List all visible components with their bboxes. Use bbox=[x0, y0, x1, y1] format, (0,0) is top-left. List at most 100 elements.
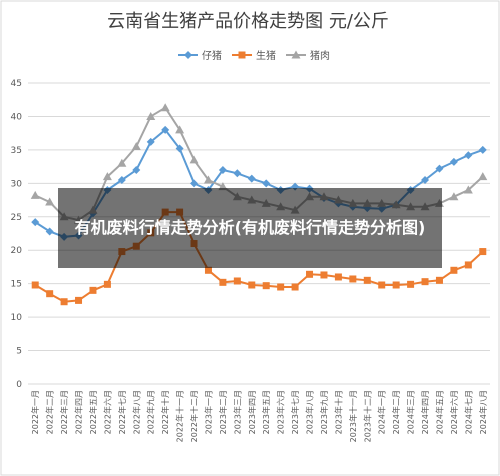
marker bbox=[161, 125, 170, 134]
marker bbox=[175, 125, 185, 134]
marker bbox=[277, 283, 285, 291]
y-tick-label: 0 bbox=[16, 380, 22, 390]
marker bbox=[233, 169, 242, 178]
marker bbox=[363, 276, 371, 284]
x-tick-label: 2022年六月 bbox=[102, 390, 112, 434]
marker bbox=[478, 145, 487, 154]
marker bbox=[204, 266, 212, 274]
marker bbox=[60, 298, 68, 306]
marker bbox=[190, 179, 199, 188]
x-tick-label: 2023年十一月 bbox=[348, 390, 358, 442]
legend-label: 仔猪 bbox=[202, 50, 222, 62]
y-tick-label: 45 bbox=[11, 79, 22, 89]
marker bbox=[449, 192, 459, 201]
chart-title: 云南省生猪产品价格走势图 元/公斤 bbox=[107, 11, 389, 32]
marker bbox=[463, 185, 473, 194]
legend-label: 猪肉 bbox=[310, 49, 330, 62]
marker bbox=[46, 290, 54, 298]
marker bbox=[262, 179, 271, 188]
x-tick-label: 2022年十二月 bbox=[189, 390, 199, 442]
marker bbox=[175, 144, 184, 153]
marker bbox=[464, 151, 473, 160]
x-tick-label: 2022年十一月 bbox=[175, 390, 185, 442]
marker bbox=[45, 197, 55, 206]
x-tick-label: 2023年九月 bbox=[319, 390, 329, 434]
legend-label: 生猪 bbox=[256, 49, 276, 62]
marker bbox=[75, 296, 83, 304]
marker bbox=[30, 190, 40, 199]
marker bbox=[248, 281, 256, 289]
marker bbox=[146, 111, 156, 120]
marker bbox=[435, 164, 444, 173]
x-tick-label: 2024年八月 bbox=[478, 390, 488, 434]
marker bbox=[349, 275, 357, 283]
marker bbox=[392, 281, 400, 289]
marker bbox=[247, 174, 256, 183]
x-tick-label: 2022年九月 bbox=[146, 390, 156, 434]
marker bbox=[103, 280, 111, 288]
marker bbox=[320, 271, 328, 279]
x-tick-label: 2023年六月 bbox=[276, 390, 286, 434]
x-tick-label: 2024年七月 bbox=[463, 390, 473, 434]
x-tick-label: 2024年二月 bbox=[391, 390, 401, 434]
marker bbox=[160, 103, 170, 112]
x-tick-label: 2024年一月 bbox=[377, 390, 387, 434]
marker bbox=[233, 277, 241, 285]
marker bbox=[421, 278, 429, 286]
marker bbox=[334, 273, 342, 281]
marker bbox=[31, 218, 40, 227]
x-tick-label: 2022年一月 bbox=[30, 390, 40, 434]
y-tick-label: 25 bbox=[11, 213, 22, 223]
x-tick-label: 2023年十二月 bbox=[362, 390, 372, 442]
x-tick-label: 2022年十月 bbox=[160, 390, 170, 434]
marker bbox=[450, 266, 458, 274]
x-tick-label: 2023年三月 bbox=[232, 390, 242, 434]
marker bbox=[203, 175, 213, 184]
marker bbox=[45, 227, 54, 236]
marker bbox=[31, 281, 39, 289]
x-tick-label: 2023年五月 bbox=[261, 390, 271, 434]
marker bbox=[89, 286, 97, 294]
marker bbox=[189, 155, 199, 164]
marker bbox=[219, 278, 227, 286]
x-tick-label: 2024年四月 bbox=[420, 390, 430, 434]
marker bbox=[435, 276, 443, 284]
x-tick-label: 2023年二月 bbox=[218, 390, 228, 434]
x-tick-label: 2023年八月 bbox=[305, 390, 315, 434]
marker bbox=[218, 165, 227, 174]
y-tick-label: 40 bbox=[11, 112, 23, 122]
marker bbox=[421, 175, 430, 184]
overlay-caption: 有机废料行情走势分析(有机废料行情走势分析图) bbox=[58, 188, 442, 268]
y-tick-label: 30 bbox=[11, 179, 23, 189]
x-tick-label: 2022年七月 bbox=[117, 390, 127, 434]
y-tick-label: 15 bbox=[11, 280, 22, 290]
marker bbox=[102, 172, 112, 181]
marker bbox=[306, 270, 314, 278]
x-tick-label: 2023年十月 bbox=[333, 390, 343, 434]
marker bbox=[479, 248, 487, 256]
marker bbox=[291, 283, 299, 291]
marker bbox=[131, 142, 141, 151]
marker bbox=[407, 280, 415, 288]
y-tick-label: 10 bbox=[11, 313, 23, 323]
marker bbox=[478, 172, 488, 181]
marker bbox=[132, 165, 141, 174]
x-tick-label: 2024年五月 bbox=[434, 390, 444, 434]
marker bbox=[378, 281, 386, 289]
x-tick-label: 2022年四月 bbox=[74, 390, 84, 434]
x-tick-label: 2024年三月 bbox=[406, 390, 416, 434]
x-tick-label: 2023年四月 bbox=[247, 390, 257, 434]
marker bbox=[117, 158, 127, 167]
marker bbox=[262, 282, 270, 290]
y-tick-label: 20 bbox=[11, 246, 23, 256]
marker bbox=[464, 261, 472, 269]
x-tick-label: 2022年八月 bbox=[131, 390, 141, 434]
marker bbox=[449, 157, 458, 166]
x-tick-label: 2022年三月 bbox=[59, 390, 69, 434]
x-tick-label: 2022年五月 bbox=[88, 390, 98, 434]
marker bbox=[117, 175, 126, 184]
y-tick-label: 35 bbox=[11, 146, 22, 156]
x-tick-label: 2022年二月 bbox=[45, 390, 55, 434]
marker bbox=[146, 137, 155, 146]
